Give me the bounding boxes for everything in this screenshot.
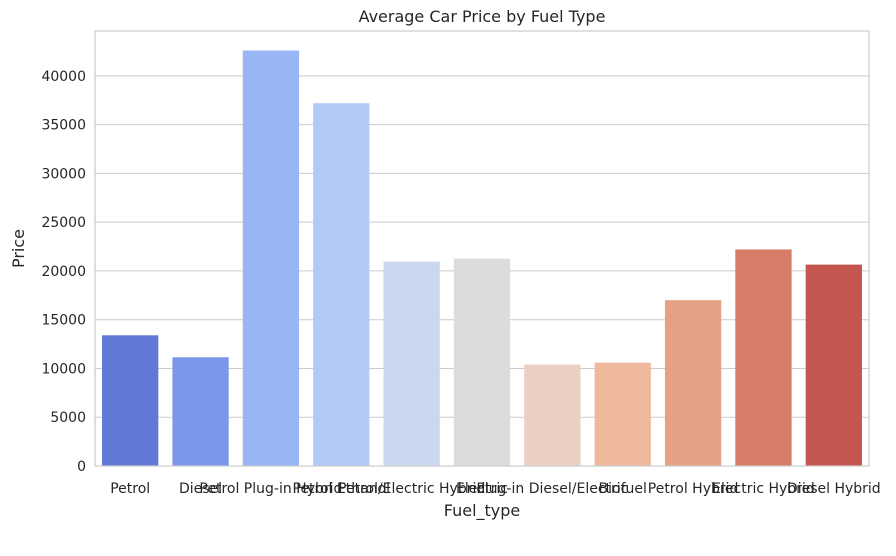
y-tick-labels: 0 5000 10000 15000 20000 25000 30000 35000 40000 — [41, 69, 86, 475]
x-axis-label: Fuel_type — [444, 501, 521, 521]
bar — [313, 103, 370, 466]
bar — [735, 249, 792, 466]
y-tick-label: 10000 — [41, 361, 86, 377]
bars — [102, 50, 862, 467]
y-tick-label: 40000 — [41, 69, 86, 85]
x-tick-label: Biofuel — [599, 481, 647, 497]
chart-title: Average Car Price by Fuel Type — [359, 7, 606, 26]
bar — [805, 264, 862, 466]
x-tick-label: Petrol — [110, 481, 150, 497]
x-tick-label: Petrol Ethanol — [293, 481, 391, 497]
y-tick-label: 20000 — [41, 264, 86, 280]
bar — [453, 258, 511, 466]
bar — [102, 335, 159, 466]
bar — [383, 261, 440, 466]
bar — [594, 362, 651, 466]
x-tick-label: Petrol/Electric Hybrid — [338, 481, 485, 497]
bar — [524, 364, 581, 466]
plot-frame — [94, 30, 870, 467]
bar — [242, 50, 300, 467]
x-tick-label: Diesel — [179, 481, 222, 497]
y-tick-label: 35000 — [41, 118, 86, 134]
y-tick-label: 0 — [77, 459, 86, 475]
x-tick-label: Plug-in Diesel/Electric — [476, 481, 628, 497]
y-tick-label: 30000 — [41, 166, 86, 182]
x-tick-label: Petrol Hybrid — [648, 481, 739, 497]
bar — [664, 300, 722, 466]
x-tick-label: Electric — [456, 481, 508, 497]
y-tick-label: 15000 — [41, 313, 86, 329]
y-tick-label: 25000 — [41, 215, 86, 231]
y-tick-label: 5000 — [50, 410, 86, 426]
bar — [172, 357, 229, 466]
y-axis-label: Price — [9, 229, 28, 268]
x-tick-label: Electric Hybrid — [712, 481, 815, 497]
x-tick-label: Petrol Plug-in Hybrid — [199, 481, 342, 497]
x-tick-label: Diesel Hybrid — [787, 481, 881, 497]
